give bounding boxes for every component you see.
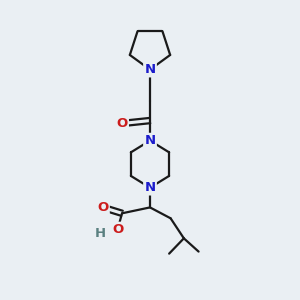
Text: N: N [144,134,156,147]
Text: H: H [94,227,106,240]
Text: O: O [116,117,128,130]
Text: O: O [112,223,123,236]
Text: N: N [144,63,156,76]
Text: N: N [144,181,156,194]
Text: O: O [97,201,109,214]
